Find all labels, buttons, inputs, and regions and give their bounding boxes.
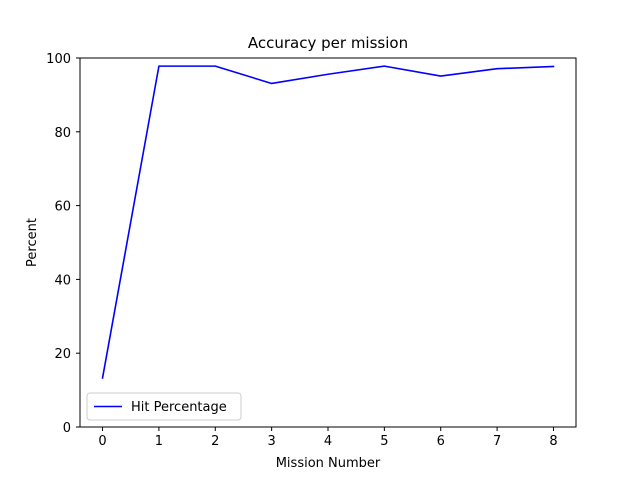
- y-tick-label: 20: [54, 347, 71, 362]
- x-axis: 0 1 2 3 4 5 6 7 8: [98, 427, 558, 449]
- x-tick-label: 2: [211, 434, 219, 449]
- y-tick-label: 60: [54, 200, 71, 215]
- legend-box: [86, 392, 242, 421]
- x-tick-label: 7: [493, 434, 501, 449]
- series-line-hit-percentage: [101, 65, 555, 379]
- y-tick-label: 0: [63, 421, 71, 436]
- legend: Hit Percentage: [86, 392, 242, 421]
- x-axis-title: Mission Number: [276, 456, 381, 471]
- y-axis: 0 20 40 60 80 100: [46, 52, 80, 436]
- x-tick-label: 5: [380, 434, 388, 449]
- y-tick-label: 80: [54, 126, 71, 141]
- chart-title: Accuracy per mission: [248, 34, 408, 52]
- series-layer: [101, 65, 555, 379]
- plot-frame: [79, 57, 577, 428]
- legend-label-hit-percentage: Hit Percentage: [131, 400, 227, 415]
- y-axis-title: Percent: [25, 218, 40, 267]
- x-tick-label: 4: [324, 434, 332, 449]
- y-tick-label: 40: [54, 273, 71, 288]
- x-tick-label: 3: [267, 434, 275, 449]
- y-tick-label: 100: [46, 52, 71, 67]
- plot-area: [79, 57, 577, 428]
- x-tick-label: 6: [437, 434, 445, 449]
- x-tick-label: 1: [155, 434, 163, 449]
- x-tick-label: 8: [549, 434, 557, 449]
- x-tick-label: 0: [98, 434, 106, 449]
